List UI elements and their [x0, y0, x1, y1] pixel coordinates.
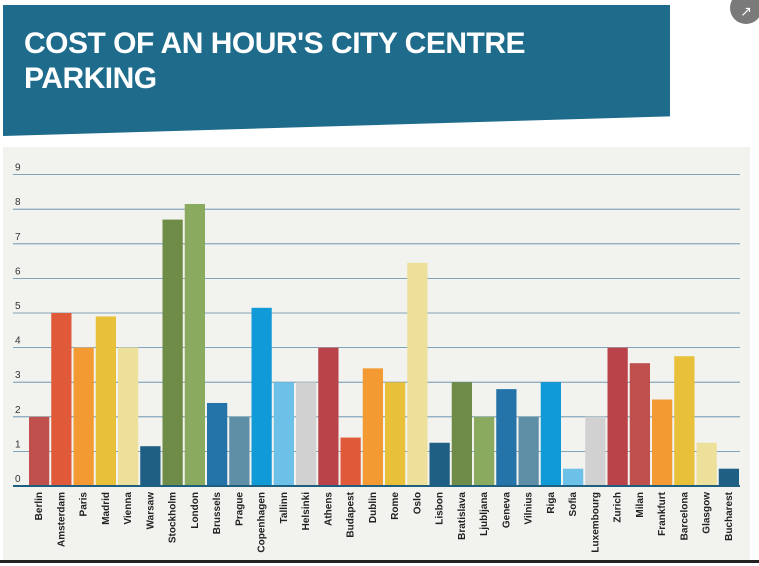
x-tick-label: Oslo: [412, 492, 423, 514]
bottom-border: [0, 560, 759, 563]
bar-sofia: [563, 468, 584, 486]
x-tick-label: Dublin: [368, 492, 379, 523]
x-tick-label: Warsaw: [145, 492, 156, 530]
page-title: COST OF AN HOUR'S CITY CENTRE PARKING: [24, 27, 526, 95]
bar-stockholm: [162, 219, 183, 486]
bar-barcelona: [674, 356, 695, 486]
bar-prague: [229, 416, 250, 486]
bar-frankfurt: [652, 399, 673, 486]
y-tick-label: 6: [15, 266, 21, 277]
x-tick-label: Riga: [546, 492, 557, 514]
chart-panel: 0 1 2 3 4 5 6 7 8 9 Berlin Amsterdam Paris Madrid Vien…: [3, 147, 750, 561]
share-icon[interactable]: ↗: [730, 0, 759, 24]
x-tick-label: London: [190, 492, 201, 529]
x-tick-label: Stockholm: [168, 492, 179, 543]
x-tick-label: Glasgow: [702, 492, 713, 534]
x-tick-label: Vienna: [123, 492, 134, 525]
bar-luxembourg: [585, 416, 606, 486]
bar-helsinki: [296, 382, 317, 486]
x-tick-label: Barcelona: [679, 492, 690, 541]
bar-milan: [629, 363, 650, 486]
bar-glasgow: [696, 442, 717, 486]
bar-vienna: [118, 347, 139, 486]
x-tick-label: Copenhagen: [257, 492, 268, 553]
bar-rome: [385, 382, 406, 486]
x-tick-label: Madrid: [101, 492, 112, 525]
x-tick-label: Budapest: [346, 491, 357, 537]
bar-lisbon: [429, 442, 450, 486]
y-tick-label: 1: [15, 439, 21, 450]
bar-amsterdam: [51, 313, 72, 486]
x-tick-label: Lisbon: [435, 492, 446, 525]
bar-copenhagen: [251, 307, 272, 486]
bar-athens: [318, 347, 339, 486]
bar-riga: [540, 382, 561, 486]
bar-madrid: [95, 316, 116, 486]
y-tick-label: 8: [15, 197, 21, 208]
x-tick-label: Paris: [79, 492, 90, 517]
y-tick-label: 2: [15, 405, 21, 416]
x-tick-label: Geneva: [501, 492, 512, 529]
bar-warsaw: [140, 446, 161, 486]
x-tick-label: Prague: [234, 492, 245, 526]
bar-london: [184, 204, 205, 486]
y-tick-label: 0: [15, 474, 21, 485]
y-tick-label: 9: [15, 163, 21, 174]
bar-chart: 0 1 2 3 4 5 6 7 8 9 Berlin Amsterdam Paris Madrid Vien…: [13, 163, 740, 553]
bar-bratislava: [451, 382, 472, 486]
x-tick-label: Amsterdam: [56, 492, 67, 547]
title-banner: [3, 5, 670, 136]
x-tick-label: Sofia: [568, 492, 579, 517]
bar-bucharest: [718, 468, 739, 486]
y-tick-label: 3: [15, 370, 21, 381]
y-tick-label: 4: [15, 336, 21, 347]
x-tick-label: Athens: [323, 492, 334, 526]
x-tick-label: Vilnius: [524, 492, 535, 525]
y-tick-label: 7: [15, 232, 21, 243]
x-tick-label: Ljubljana: [479, 492, 490, 536]
bar-ljubljana: [474, 416, 495, 486]
x-tick-label: Frankfurt: [657, 491, 668, 536]
bar-brussels: [207, 402, 228, 486]
bar-berlin: [29, 416, 50, 486]
x-tick-label: Milan: [635, 492, 646, 518]
x-tick-label: Bratislava: [457, 492, 468, 540]
x-tick-label: Tallinn: [279, 492, 290, 523]
bar-dublin: [362, 368, 383, 486]
bar-oslo: [407, 262, 428, 486]
x-tick-label: Luxembourg: [590, 492, 601, 553]
x-tick-label: Rome: [390, 492, 401, 520]
x-tick-label: Zurich: [613, 492, 624, 523]
bar-paris: [73, 347, 94, 486]
x-tick-label: Helsinki: [301, 492, 312, 531]
x-tick-label: Berlin: [34, 492, 45, 520]
bar-geneva: [496, 389, 517, 486]
bar-zurich: [607, 347, 628, 486]
bar-vilnius: [518, 416, 539, 486]
x-tick-label: Bucharest: [724, 491, 735, 541]
bar-tallinn: [273, 382, 294, 486]
bar-budapest: [340, 437, 361, 486]
y-tick-label: 5: [15, 301, 21, 312]
x-tick-label: Brussels: [212, 492, 223, 535]
